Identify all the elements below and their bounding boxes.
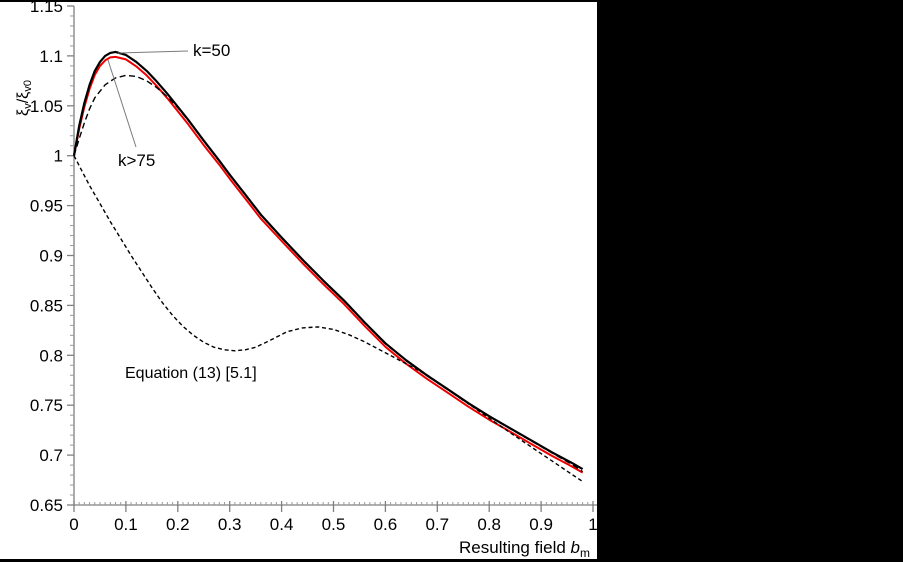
y-axis-title: ξv/ξv0 xyxy=(15,80,34,116)
k75-label-leader-line xyxy=(107,59,137,148)
annotations-layer: k=50 k>75 Equation (13) [5.1] xyxy=(107,41,257,382)
x-axis-title-sub: m xyxy=(580,546,590,560)
x-tick-label: 0.1 xyxy=(114,515,138,534)
y-tick-label: 1.15 xyxy=(30,0,63,16)
x-tick-label: 0.8 xyxy=(477,515,501,534)
x-tick-label: 1 xyxy=(588,515,597,534)
y-axis-title-slash: / xyxy=(15,98,32,103)
series-solid-curve xyxy=(72,50,584,471)
y-tick-label: 1.1 xyxy=(39,47,63,66)
y-axis-title-sub1: v xyxy=(22,103,34,109)
x-tick-label: 0.9 xyxy=(529,515,553,534)
k75-label: k>75 xyxy=(118,151,155,170)
x-tick-label: 0.3 xyxy=(218,515,242,534)
x-tick-label: 0.7 xyxy=(425,515,449,534)
x-tick-label: 0.4 xyxy=(270,515,294,534)
y-tick-label: 0.65 xyxy=(30,496,63,515)
series-dashed-curve xyxy=(73,155,583,483)
y-tick-label: 1.05 xyxy=(30,97,63,116)
x-axis-title-prefix: Resulting field xyxy=(459,538,571,557)
right-black-mask xyxy=(597,0,903,562)
k50-label-leader-line xyxy=(117,50,189,54)
y-tick-label: 0.95 xyxy=(30,197,63,216)
y-axis-title-sub2: v0 xyxy=(22,80,34,92)
axes-layer: 0.65 0.7 0.75 0.8 0.85 0.9 0.95 1 1.05 1.1 1.15 0 0.… xyxy=(30,0,598,534)
y-axis-title-xi1: ξ xyxy=(15,109,32,116)
y-tick-label: 0.9 xyxy=(39,247,63,266)
x-tick-label: 0.2 xyxy=(166,515,190,534)
y-tick-label: 1 xyxy=(54,147,63,166)
x-tick-label: 0.6 xyxy=(374,515,398,534)
series-dashed-curve xyxy=(73,74,583,473)
k50-label: k=50 xyxy=(193,41,230,60)
y-tick-label: 0.85 xyxy=(30,296,63,315)
x-tick-label: 0.5 xyxy=(322,515,346,534)
x-axis-title: Resulting field bm xyxy=(459,538,590,560)
series-solid-curve xyxy=(73,55,584,474)
curves-layer xyxy=(72,50,584,483)
y-tick-label: 0.8 xyxy=(39,346,63,365)
y-axis-title-xi2: ξ xyxy=(15,92,32,99)
y-tick-label: 0.7 xyxy=(39,446,63,465)
eq13-label: Equation (13) [5.1] xyxy=(125,365,257,382)
x-tick-label: 0 xyxy=(69,515,78,534)
x-axis-title-var: b xyxy=(571,538,580,557)
bottom-black-bar xyxy=(0,559,903,562)
y-tick-label: 0.75 xyxy=(30,396,63,415)
top-black-bar xyxy=(0,0,903,2)
